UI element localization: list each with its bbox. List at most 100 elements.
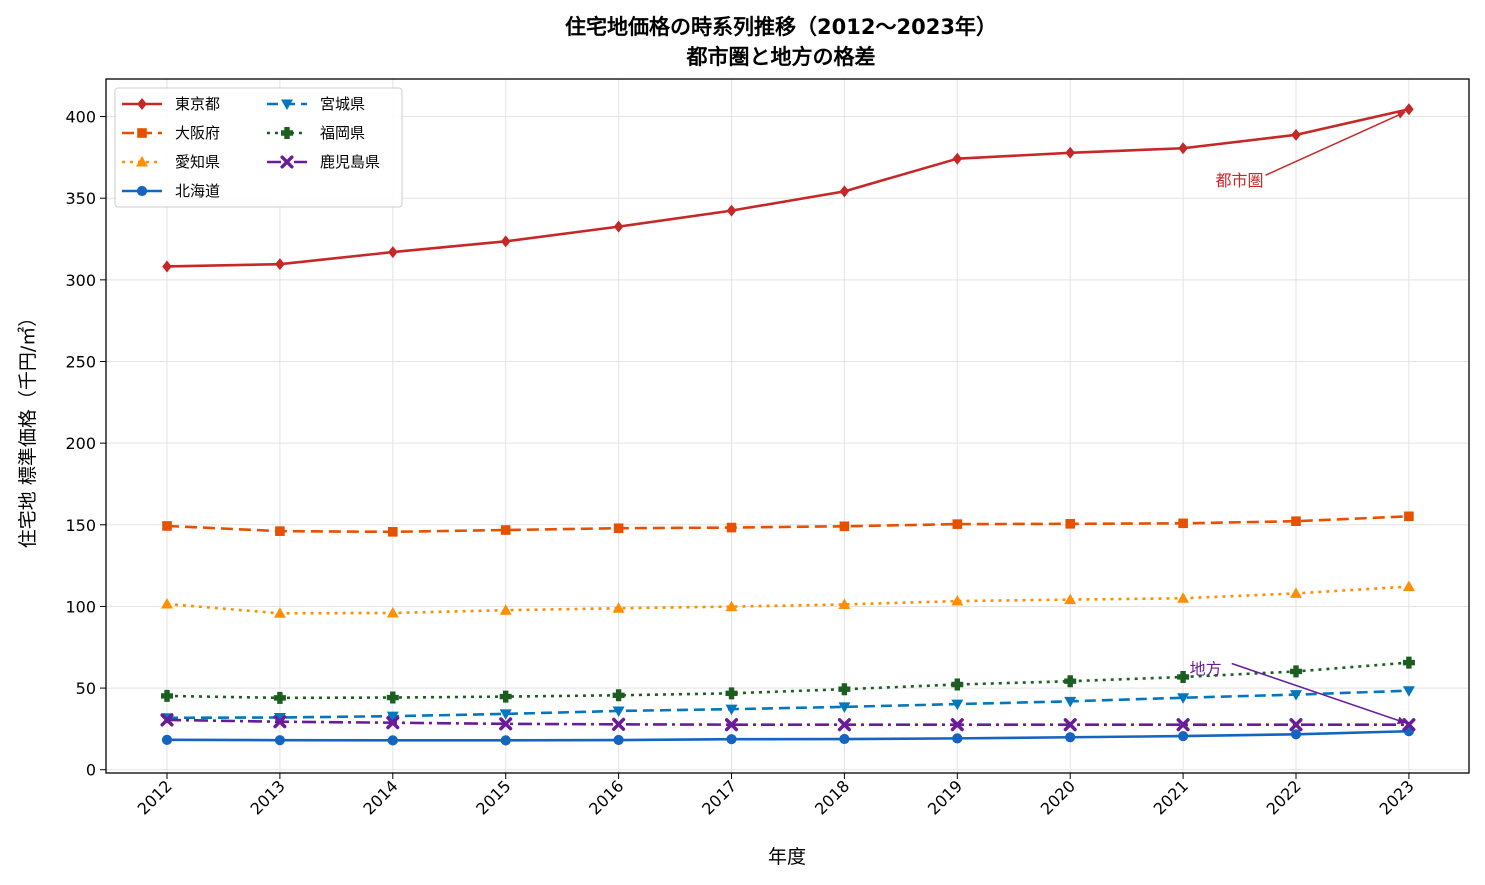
data-point (1291, 128, 1301, 141)
data-point (724, 718, 739, 732)
data-point (952, 519, 963, 529)
chart-title-line1: 住宅地価格の時系列推移（2012〜2023年） (565, 15, 997, 39)
data-point (388, 527, 398, 537)
data-point (1064, 675, 1077, 688)
legend-label: 東京都 (175, 95, 220, 113)
legend-item: 鹿児島県 (267, 153, 380, 171)
legend-item: 愛知県 (122, 153, 220, 171)
data-point (499, 690, 512, 703)
series-7 (160, 713, 1416, 732)
series-4 (161, 726, 1414, 746)
y-tick-label: 50 (76, 679, 96, 698)
data-point (1177, 670, 1190, 683)
data-point (275, 258, 285, 271)
legend-item: 東京都 (122, 95, 220, 113)
legend-label: 大阪府 (175, 124, 220, 142)
data-point (500, 735, 511, 746)
data-point (1402, 656, 1415, 669)
data-point (1065, 146, 1075, 159)
data-point (612, 689, 625, 702)
data-point (280, 155, 294, 169)
annotation-label: 都市圏 (1216, 171, 1264, 190)
data-point (499, 604, 512, 615)
data-point (1402, 718, 1416, 732)
data-point (613, 734, 624, 746)
data-point (1063, 718, 1077, 732)
data-point (1404, 511, 1414, 522)
data-point (1176, 718, 1190, 732)
series-3 (161, 580, 1415, 618)
data-point (136, 156, 148, 167)
data-point (725, 600, 738, 612)
data-point (386, 716, 400, 730)
y-axis-label: 住宅地 標準価格（千円/㎡） (16, 308, 39, 548)
y-tick-label: 300 (65, 271, 96, 290)
data-point (386, 606, 399, 618)
annotation-arrow (1265, 111, 1406, 176)
annotation-label: 地方 (1190, 659, 1222, 678)
data-point (137, 98, 147, 110)
data-point (839, 185, 850, 198)
data-point (726, 734, 737, 745)
plot-frame (105, 78, 1470, 774)
data-point (1178, 730, 1189, 742)
data-point (612, 602, 625, 613)
data-point (273, 691, 286, 704)
data-point (839, 733, 850, 745)
y-tick-label: 200 (65, 434, 96, 453)
data-point (1064, 593, 1077, 605)
data-point (951, 595, 964, 606)
data-point (726, 204, 737, 217)
series-2 (162, 511, 1414, 537)
data-point (1289, 718, 1303, 732)
data-point (386, 711, 399, 723)
data-point (1065, 732, 1076, 743)
data-point (1402, 580, 1415, 592)
data-point (500, 235, 511, 248)
legend-item: 北海道 (122, 182, 220, 200)
data-point (950, 718, 964, 732)
data-point (386, 691, 399, 704)
data-point (612, 717, 626, 731)
data-point (952, 152, 963, 165)
data-point (281, 99, 293, 110)
data-point (1177, 592, 1190, 603)
data-point (137, 128, 147, 138)
series-line (166, 107, 1410, 268)
data-point (274, 735, 285, 746)
data-point (838, 598, 851, 609)
data-point (1065, 519, 1075, 529)
data-point (1404, 103, 1414, 116)
data-point (281, 127, 293, 139)
data-point (273, 712, 286, 724)
data-point (612, 706, 625, 717)
series-1 (162, 103, 1414, 273)
data-point (1290, 665, 1302, 678)
series-layer (160, 103, 1416, 746)
legend-label: 鹿児島県 (320, 153, 380, 171)
data-point (726, 522, 737, 533)
series-6 (161, 656, 1415, 704)
x-axis-label: 年度 (768, 846, 806, 868)
data-point (162, 521, 172, 531)
data-point (387, 735, 398, 746)
data-point (1290, 587, 1302, 598)
data-point (499, 717, 513, 731)
y-tick-label: 250 (65, 352, 96, 371)
data-point (1064, 696, 1077, 708)
data-point (1291, 516, 1301, 527)
series-line (166, 729, 1409, 742)
legend-box (114, 87, 403, 208)
annotation-arrow (1231, 662, 1406, 725)
data-point (1178, 142, 1188, 155)
series-line (166, 718, 1409, 726)
data-point (161, 597, 173, 609)
data-point (499, 709, 512, 720)
legend-item: 福岡県 (267, 124, 365, 142)
data-point (1290, 690, 1302, 701)
y-tick-label: 350 (65, 189, 96, 208)
data-point (162, 260, 172, 273)
data-point (275, 526, 285, 536)
data-point (273, 607, 286, 618)
